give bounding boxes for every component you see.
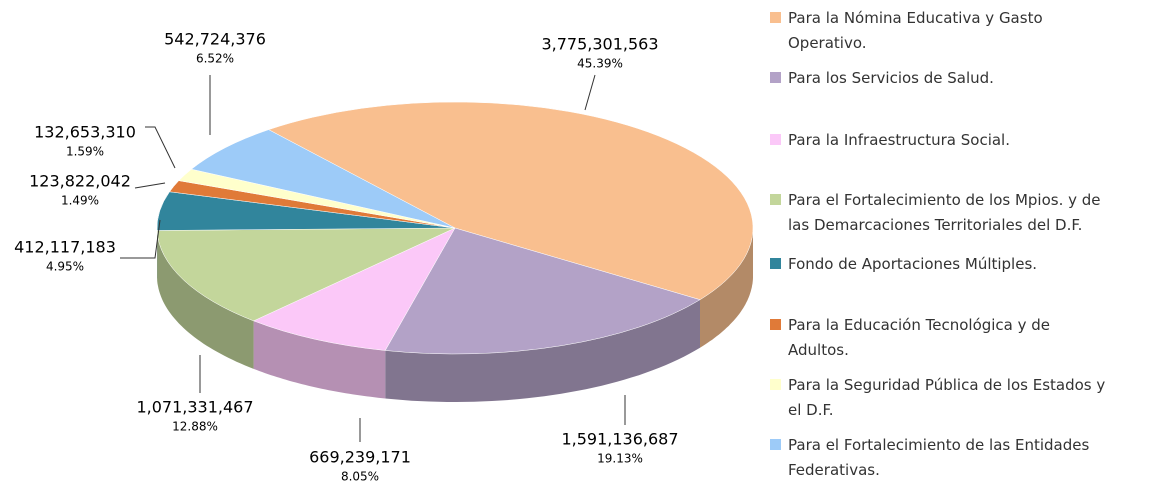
- pie-area: 3,775,301,563 45.39% 1,591,136,687 19.13% 66…: [14, 30, 754, 481]
- share-label: 8.05%: [341, 470, 379, 481]
- legend-label: Para la Infraestructura Social.: [788, 131, 1010, 149]
- legend-label: Para la Educación Tecnológica y de Adult…: [788, 316, 1051, 359]
- value-label: 132,653,310: [34, 123, 136, 142]
- share-label: 45.39%: [577, 57, 623, 71]
- share-label: 12.88%: [172, 420, 218, 434]
- slice-side: [253, 320, 386, 399]
- share-label: 1.49%: [61, 194, 99, 208]
- value-label: 412,117,183: [14, 238, 116, 257]
- slice-side: [700, 228, 753, 348]
- legend-label: Para el Fortalecimiento de los Mpios. y …: [788, 191, 1101, 234]
- share-label: 19.13%: [597, 452, 643, 466]
- slice: [156, 227, 456, 322]
- legend-swatch: [770, 379, 781, 390]
- slice-side: [157, 230, 254, 369]
- legend-swatch: [770, 72, 781, 83]
- share-label: 1.59%: [66, 145, 104, 159]
- legend-swatch: [770, 134, 781, 145]
- legend-label: Para los Servicios de Salud.: [788, 69, 994, 87]
- slice: [252, 227, 456, 351]
- leader-line: [134, 182, 166, 189]
- legend-swatch: [770, 258, 781, 269]
- legend-swatch: [770, 194, 781, 205]
- slice: [268, 101, 754, 300]
- legend-label: Para el Fortalecimiento de las Entidades…: [788, 436, 1090, 479]
- value-label: 1,591,136,687: [561, 430, 678, 449]
- leader-line: [120, 219, 161, 259]
- slice: [384, 227, 701, 355]
- slice: [190, 129, 456, 229]
- legend-label: Fondo de Aportaciones Múltiples.: [788, 255, 1038, 273]
- share-label: 4.95%: [46, 260, 84, 274]
- legend-label: Para la Nómina Educativa y Gasto Operati…: [788, 9, 1043, 52]
- share-label: 6.52%: [196, 52, 234, 66]
- slice-side: [385, 299, 700, 402]
- legend-label: Para la Seguridad Pública de los Estados…: [788, 376, 1106, 419]
- value-label: 3,775,301,563: [541, 35, 658, 54]
- value-label: 669,239,171: [309, 448, 411, 467]
- leader-line: [145, 126, 176, 169]
- value-label: 542,724,376: [164, 30, 266, 49]
- legend-swatch: [770, 12, 781, 23]
- leader-line: [584, 74, 596, 111]
- legend-swatch: [770, 319, 781, 330]
- legend-swatch: [770, 439, 781, 450]
- value-label: 1,071,331,467: [136, 398, 253, 417]
- value-label: 123,822,042: [29, 172, 131, 191]
